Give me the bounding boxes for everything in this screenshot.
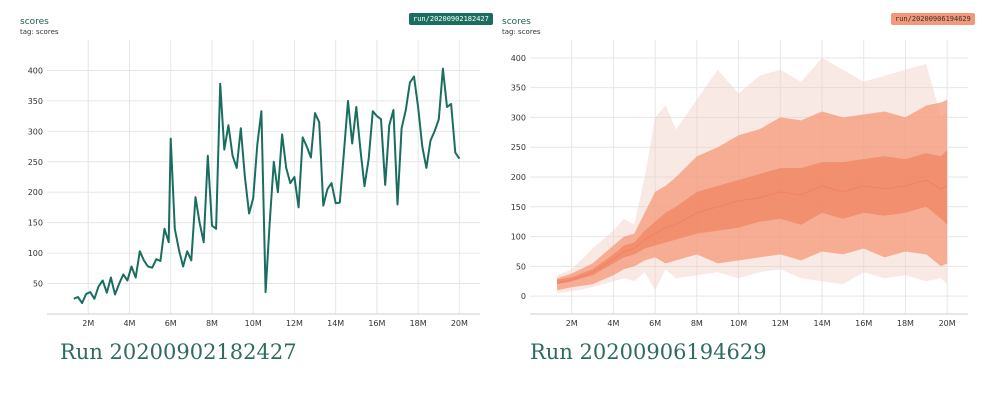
run-chip[interactable]: run/20200902182427 — [409, 13, 493, 25]
x-tick-label: 12M — [286, 319, 303, 328]
x-tick-label: 4M — [607, 319, 619, 328]
y-tick-label: 50 — [33, 280, 43, 289]
x-tick-label: 4M — [123, 319, 135, 328]
y-tick-label: 200 — [511, 173, 526, 182]
x-tick-label: 12M — [772, 319, 789, 328]
y-tick-label: 250 — [28, 158, 43, 167]
y-tick-label: 100 — [28, 249, 43, 258]
series-line — [557, 179, 948, 284]
chart-tag: tag: scores — [502, 28, 541, 36]
y-tick-label: 150 — [28, 219, 43, 228]
chart-title: scores — [502, 17, 531, 27]
series-line — [73, 67, 461, 304]
x-tick-label: 16M — [855, 319, 872, 328]
y-tick-label: 150 — [511, 203, 526, 212]
y-tick-label: 200 — [28, 188, 43, 197]
x-tick-label: 10M — [730, 319, 747, 328]
x-tick-label: 2M — [566, 319, 578, 328]
chart-title: scores — [20, 17, 49, 27]
y-tick-label: 400 — [28, 66, 43, 75]
y-tick-label: 300 — [511, 113, 526, 122]
right-chart-panel: scores tag: scores run/20200906194629 2M… — [500, 0, 1000, 335]
run-caption-right: Run 20200906194629 — [530, 340, 767, 364]
y-tick-label: 100 — [511, 233, 526, 242]
y-tick-label: 350 — [511, 84, 526, 93]
x-tick-label: 18M — [897, 319, 914, 328]
x-tick-label: 18M — [410, 319, 427, 328]
x-tick-label: 16M — [368, 319, 385, 328]
band-inner — [557, 150, 948, 285]
y-tick-label: 400 — [511, 54, 526, 63]
x-tick-label: 2M — [82, 319, 94, 328]
x-tick-label: 6M — [649, 319, 661, 328]
y-tick-label: 250 — [511, 143, 526, 152]
scores-line-chart: 2M 4M 6M 8M 10M 12M 14M 16M 18M 20M 50 100 150 200 250… — [28, 40, 480, 328]
left-chart-panel: scores tag: scores run/20200902182427 2M… — [0, 0, 495, 335]
x-tick-label: 20M — [451, 319, 468, 328]
run-chip[interactable]: run/20200906194629 — [891, 13, 975, 25]
x-tick-label: 14M — [327, 319, 344, 328]
run-caption-left: Run 20200902182427 — [60, 340, 297, 364]
y-tick-label: 300 — [28, 127, 43, 136]
x-tick-label: 8M — [691, 319, 703, 328]
x-tick-label: 10M — [245, 319, 262, 328]
y-tick-label: 350 — [28, 97, 43, 106]
y-tick-label: 0 — [521, 292, 526, 301]
x-tick-label: 20M — [939, 319, 956, 328]
x-tick-label: 14M — [813, 319, 830, 328]
x-tick-label: 6M — [165, 319, 177, 328]
chart-tag: tag: scores — [20, 28, 59, 36]
scores-band-chart: 2M 4M 6M 8M 10M 12M 14M 16M 18M 20M 0 50 100 150 200 25… — [511, 40, 968, 328]
y-tick-label: 50 — [516, 262, 526, 271]
x-tick-label: 8M — [206, 319, 218, 328]
